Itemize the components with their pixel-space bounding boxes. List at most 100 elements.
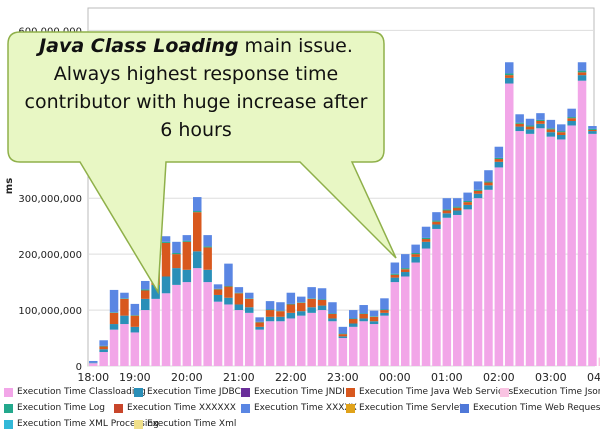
bar-segment <box>525 129 535 134</box>
bar-segment <box>255 317 264 322</box>
bar-segment <box>401 268 410 270</box>
legend-item: Execution Time Web Request <box>460 403 600 413</box>
bar-segment <box>141 290 150 299</box>
legend-item: Execution Time Json <box>500 387 600 397</box>
bar-segment <box>109 289 119 313</box>
bar-segment <box>421 239 431 242</box>
bar-segment <box>172 284 181 366</box>
x-tick-label: 18:00 <box>77 371 109 384</box>
bar-segment <box>203 247 212 270</box>
bar-segment <box>307 312 316 366</box>
legend-label: Execution Time Servlet <box>359 403 463 413</box>
bar-segment <box>484 181 493 183</box>
legend-swatch <box>4 387 13 397</box>
bar-segment <box>349 318 358 320</box>
x-tick-label: 23:00 <box>327 371 359 384</box>
bar-segment <box>557 134 566 140</box>
legend-item: Execution Time XML Processing <box>4 419 159 429</box>
legend-swatch <box>134 387 143 397</box>
x-tick-label: 20:00 <box>171 371 203 384</box>
legend-item: Execution Time JNDI <box>241 387 345 397</box>
bar-segment <box>411 254 420 257</box>
bar-segment <box>328 313 337 319</box>
bar-segment <box>380 309 389 311</box>
bar-segment <box>203 269 212 283</box>
bar-segment <box>307 298 316 308</box>
bar-segment <box>297 302 306 312</box>
bar-segment <box>546 132 556 137</box>
bar-segment <box>536 119 545 121</box>
bar-segment <box>307 307 316 313</box>
bar-segment <box>234 292 244 294</box>
bar-segment <box>109 329 119 366</box>
bar-segment <box>328 313 337 314</box>
bar-segment <box>494 146 504 158</box>
bar-segment <box>359 321 368 366</box>
bar-segment <box>577 72 587 76</box>
bar-segment <box>484 185 493 190</box>
bar-segment <box>338 336 348 339</box>
bar-segment <box>130 315 140 316</box>
bar-segment <box>265 310 275 317</box>
bar-segment <box>349 310 358 319</box>
bar-segment <box>515 126 524 132</box>
bar-segment <box>484 182 493 186</box>
bar-segment <box>463 209 472 366</box>
legend-item: Execution Time XXXXXX <box>114 403 236 413</box>
bar-segment <box>224 297 233 305</box>
bar-segment <box>546 129 556 133</box>
bar-segment <box>141 298 150 311</box>
bar-segment <box>369 316 379 317</box>
bar-segment <box>245 312 254 366</box>
bar-segment <box>193 268 202 366</box>
bar-segment <box>297 302 306 303</box>
bar-segment <box>307 298 316 299</box>
y-tick-label: 300,000,000 <box>18 194 82 205</box>
bar-segment <box>99 340 108 346</box>
bar-segment <box>359 318 368 322</box>
bar-segment <box>390 262 400 274</box>
bar-segment <box>390 274 400 278</box>
bar-segment <box>276 311 285 317</box>
bar-segment <box>484 189 493 366</box>
bar-segment <box>515 123 524 127</box>
bar-segment <box>286 292 296 304</box>
legend-swatch <box>346 387 355 397</box>
bar-segment <box>473 181 483 190</box>
bar-segment <box>567 118 576 121</box>
legend-swatch <box>4 419 13 429</box>
bar-segment <box>213 288 223 290</box>
bar-segment <box>182 241 192 270</box>
bar-segment <box>588 129 597 132</box>
bar-segment <box>380 315 389 366</box>
bar-segment <box>557 132 566 135</box>
bar-segment <box>286 304 296 313</box>
bar-segment <box>317 299 327 306</box>
bar-segment <box>265 316 275 322</box>
legend-item: Execution Time Log <box>4 403 105 413</box>
bar-segment <box>411 262 420 366</box>
bar-segment <box>99 352 108 366</box>
bar-segment <box>536 113 545 120</box>
bar-segment <box>99 345 108 347</box>
bar-segment <box>161 293 171 366</box>
bar-segment <box>224 304 233 366</box>
bar-segment <box>536 123 545 129</box>
legend-label: Execution Time Xml <box>147 419 237 429</box>
bar-segment <box>234 287 244 293</box>
bar-segment <box>463 192 472 201</box>
bar-segment <box>109 324 119 330</box>
bar-segment <box>120 315 129 325</box>
bar-segment <box>172 253 181 255</box>
bar-segment <box>203 246 212 248</box>
bar-segment <box>390 277 400 283</box>
bar-segment <box>588 126 597 129</box>
bar-segment <box>172 241 181 254</box>
bar-segment <box>245 307 254 313</box>
bar-segment <box>307 287 316 299</box>
bar-segment <box>546 136 556 366</box>
bar-segment <box>432 228 441 366</box>
legend-swatch <box>500 387 509 397</box>
bar-segment <box>369 321 379 325</box>
